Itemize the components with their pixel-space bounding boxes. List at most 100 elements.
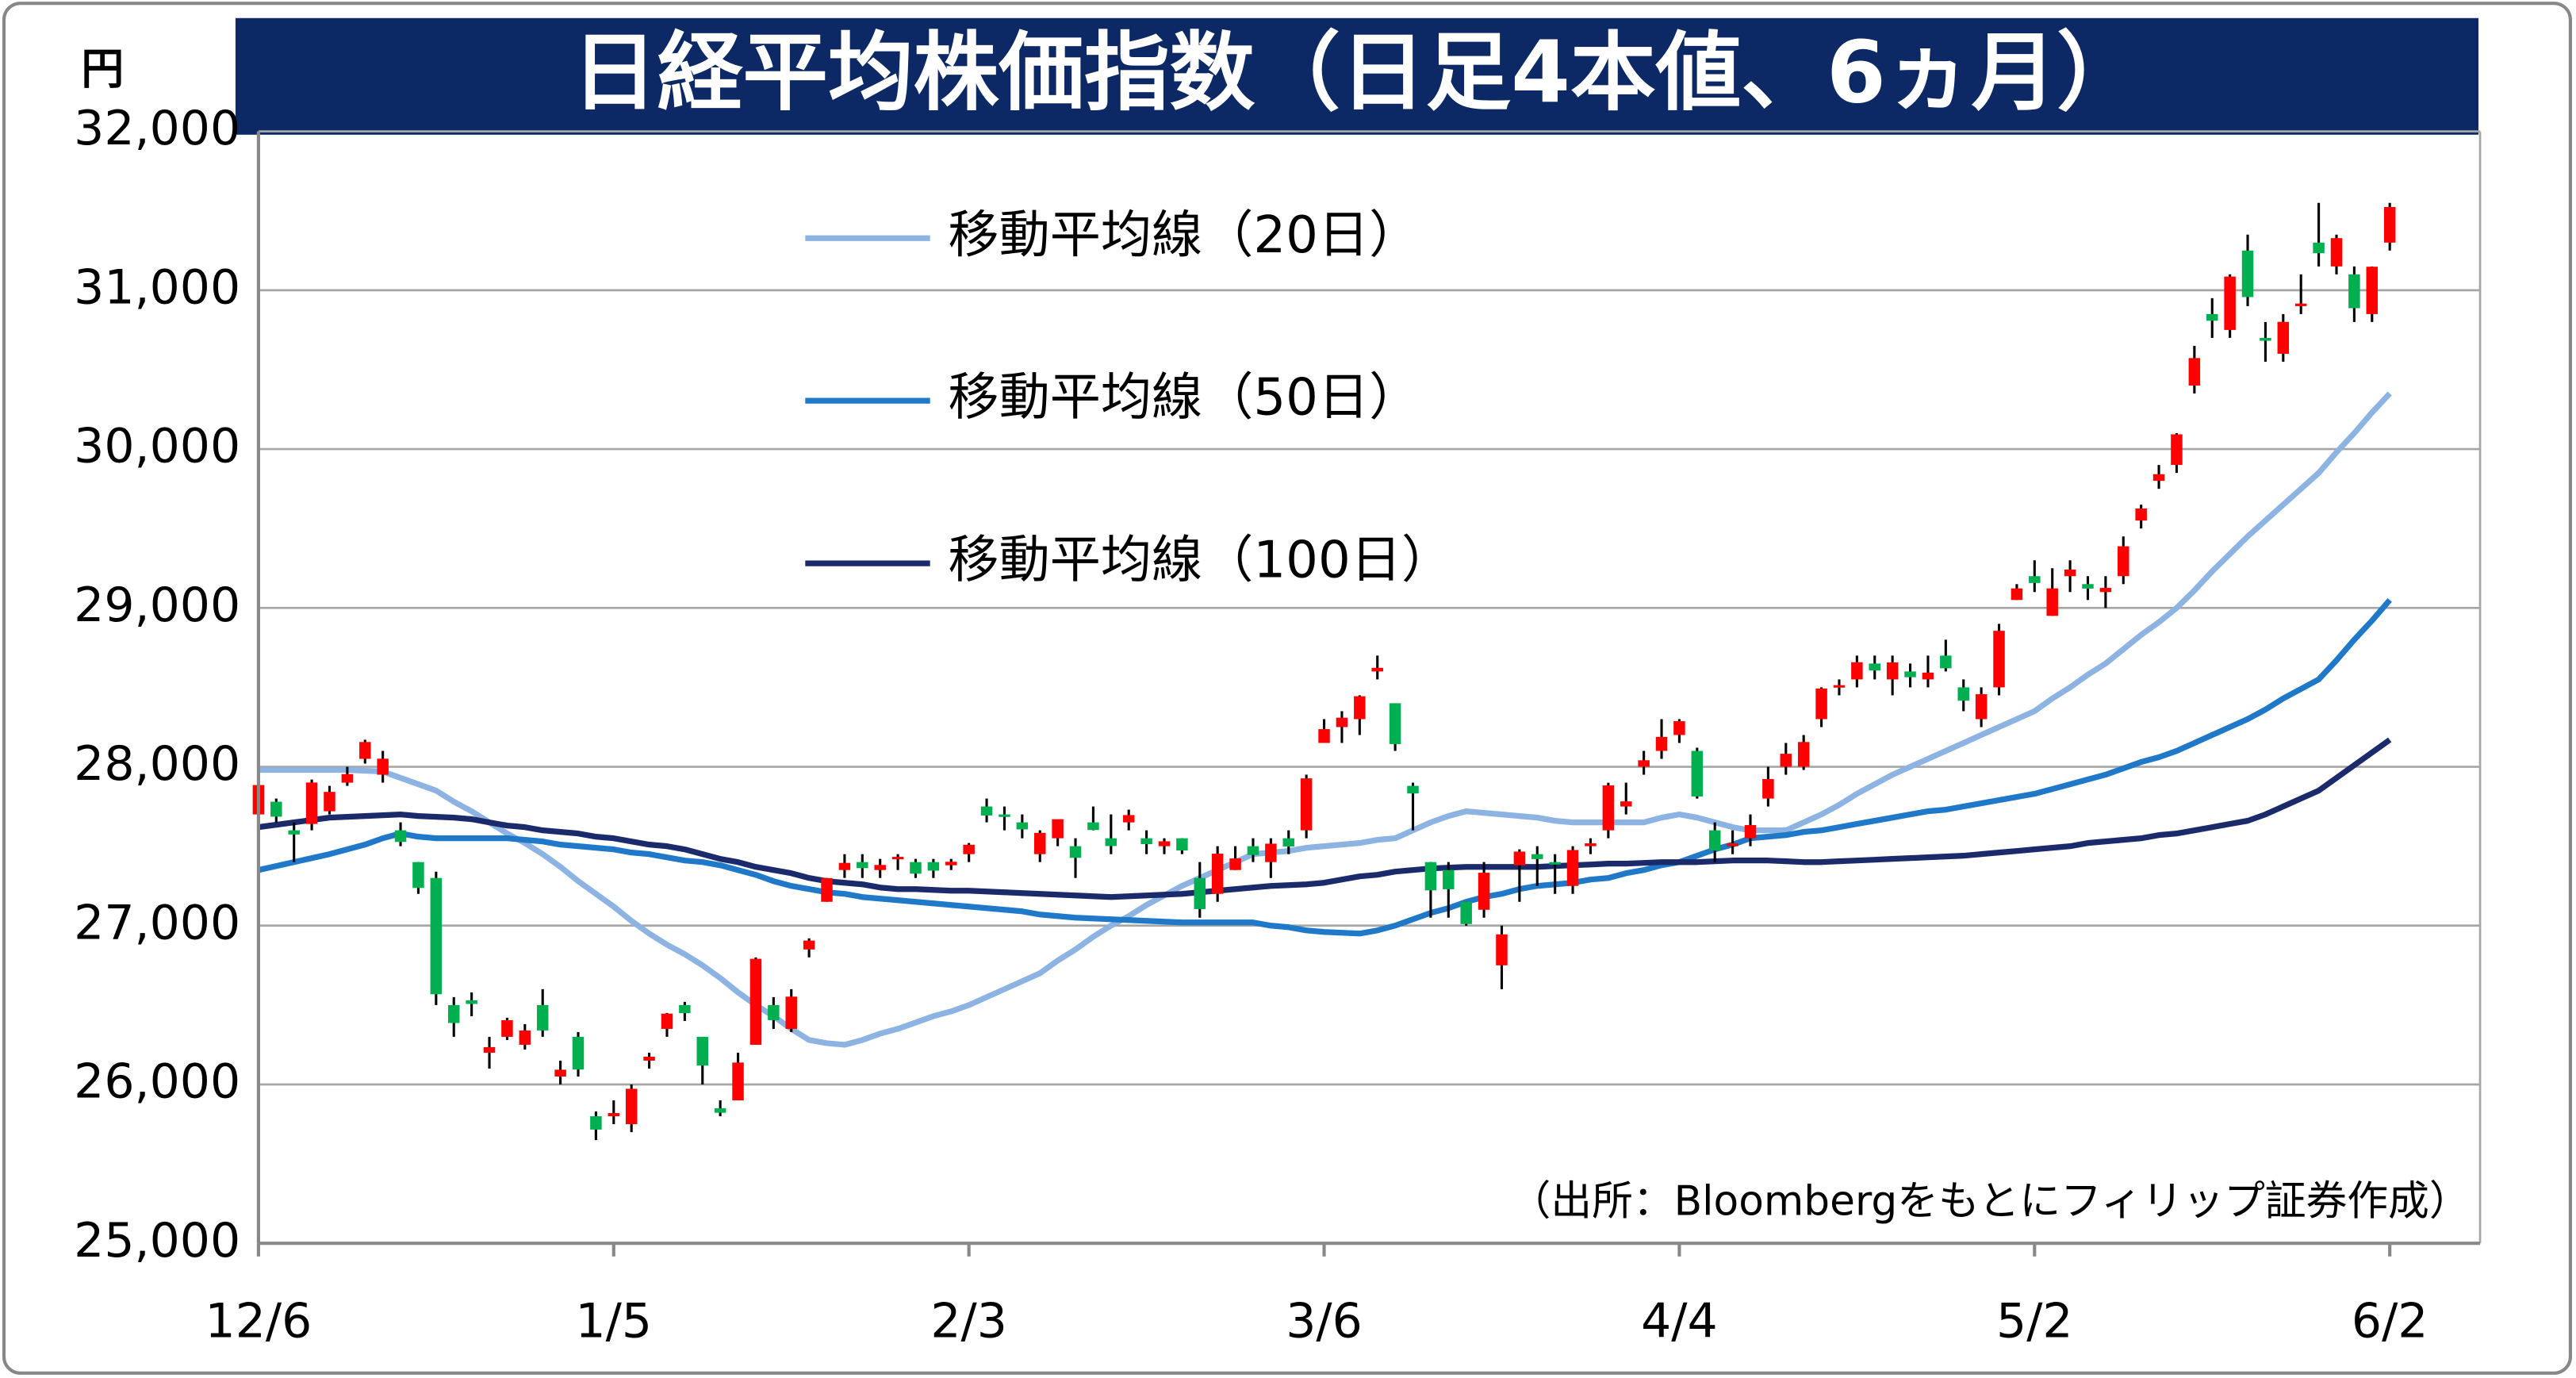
candle-body [661, 1013, 673, 1029]
candle-body [1122, 815, 1135, 823]
candle-body [2099, 588, 2112, 593]
candle-body [2011, 588, 2023, 601]
candle-body [1318, 729, 1330, 743]
candle-body [999, 814, 1010, 817]
candle-body [1673, 721, 1685, 735]
candle-body [394, 830, 407, 843]
candle-body [1229, 858, 1241, 870]
candle-body [1566, 850, 1579, 886]
candle-body [2330, 238, 2343, 267]
candle-body [501, 1019, 513, 1037]
candle-body [891, 857, 904, 860]
candle-body [1780, 754, 1792, 767]
candle-body [2224, 276, 2236, 330]
candle-body [679, 1004, 691, 1014]
candle-body [1336, 717, 1348, 727]
candle-body [519, 1030, 531, 1045]
candle-body [1105, 838, 1117, 846]
candle-body [1424, 862, 1437, 891]
candle-body [1531, 854, 1543, 859]
y-tick-label: 29,000 [74, 578, 240, 633]
candle-body [874, 865, 886, 870]
grid [258, 130, 2481, 1245]
candle-body [1922, 672, 1934, 680]
chart-title: 日経平均株価指数（日足4本値、6ヵ月） [572, 24, 2142, 123]
candle-body [590, 1116, 602, 1130]
candle-body [466, 1000, 477, 1004]
candle-body [625, 1088, 638, 1125]
candle-body [270, 801, 282, 817]
y-tick-label: 28,000 [74, 736, 240, 792]
candle-body [1655, 736, 1668, 751]
candle-body [1993, 631, 2005, 688]
y-tick-label: 27,000 [74, 895, 240, 950]
x-tick-label: 12/6 [205, 1293, 312, 1349]
candle-body [1407, 785, 1419, 794]
candle-body [1691, 750, 1704, 796]
moving-averages [258, 391, 2392, 1048]
candle-body [2188, 358, 2201, 386]
candle-body [1443, 869, 1455, 889]
candle-body [1904, 671, 1916, 677]
candle-body [1620, 801, 1632, 807]
x-tick-label: 5/2 [1996, 1293, 2073, 1349]
candle-body [910, 862, 922, 874]
candle-body [359, 742, 371, 759]
candle-body [1354, 696, 1366, 720]
candle-body [2046, 588, 2058, 616]
candle-body [749, 958, 762, 1045]
candle-body [1513, 851, 1526, 866]
candle-body [288, 830, 300, 835]
candle-body [1052, 819, 1064, 839]
y-tick-label: 25,000 [74, 1213, 240, 1269]
candle-body [1158, 841, 1171, 846]
candle-body [1016, 822, 1029, 830]
candle-body [1247, 846, 1259, 855]
candle-body [341, 773, 354, 783]
candles [252, 202, 2396, 1141]
candle-body [2277, 321, 2290, 354]
candle-body [803, 940, 815, 950]
candle-body [324, 792, 335, 812]
candle-body [2118, 546, 2129, 577]
candle-body [1371, 667, 1383, 672]
candle-body [643, 1056, 655, 1061]
candle-body [554, 1069, 566, 1077]
candle-body [1708, 830, 1721, 851]
candle-body [2313, 242, 2325, 254]
candle-body [1851, 662, 1863, 680]
candle-body [1727, 843, 1738, 846]
candle-body [1957, 687, 1969, 701]
candle-body [2348, 274, 2360, 309]
candle-body [927, 862, 940, 871]
candle-body [412, 862, 424, 889]
axes: 25,000 26,000 27,000 28,000 29,000 30,000 31,0… [74, 101, 2482, 1349]
candle-body [785, 996, 797, 1029]
candle-body [1265, 843, 1277, 862]
candle-body [1496, 934, 1508, 965]
candle-body [1975, 694, 1988, 720]
x-tick-label: 2/3 [930, 1293, 1007, 1349]
title-bar [235, 17, 2478, 135]
candle-body [2383, 206, 2396, 243]
candle-body [447, 1004, 460, 1023]
candle-body [1478, 873, 1490, 910]
candle-body [1762, 778, 1774, 799]
candle-body [945, 862, 957, 866]
source-note: （出所：Bloombergをもとにフィリップ証券作成） [1510, 1178, 2471, 1226]
candle-body [377, 758, 389, 775]
candle-body [305, 782, 318, 824]
x-tick-label: 3/6 [1286, 1293, 1363, 1349]
candle-body [1069, 846, 1082, 858]
candle-body [1389, 703, 1401, 744]
candle-body [2029, 576, 2041, 583]
candle-body [768, 1004, 780, 1020]
candle-body [696, 1036, 709, 1066]
candle-body [732, 1062, 744, 1101]
candle-body [1744, 825, 1757, 839]
candle-body [714, 1108, 726, 1113]
candle-body [608, 1113, 620, 1117]
y-tick-label: 31,000 [74, 259, 240, 315]
